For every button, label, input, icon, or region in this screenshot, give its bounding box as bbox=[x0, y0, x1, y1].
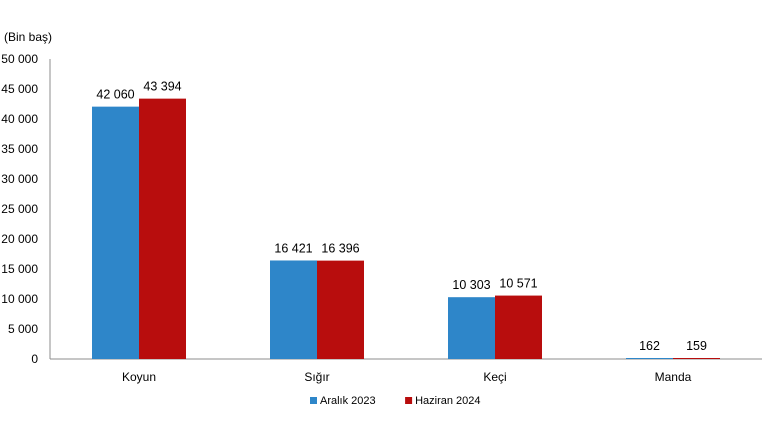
data-label: 10 571 bbox=[499, 277, 537, 291]
y-tick-label: 15 000 bbox=[1, 262, 38, 276]
bar bbox=[317, 260, 364, 359]
bar bbox=[270, 260, 317, 359]
y-tick-label: 30 000 bbox=[1, 172, 38, 186]
legend: Aralık 2023 Haziran 2024 bbox=[310, 395, 481, 407]
data-labels: 42 060 43 394 16 421 16 396 10 303 10 571 162 1… bbox=[96, 80, 707, 353]
y-tick-label: 10 000 bbox=[1, 292, 38, 306]
unit-label: (Bin baş) bbox=[4, 30, 52, 44]
bars bbox=[92, 98, 720, 360]
y-tick-label: 5 000 bbox=[8, 322, 38, 336]
data-label: 10 303 bbox=[452, 278, 490, 292]
x-tick-label: Koyun bbox=[122, 370, 156, 384]
y-tick-label: 45 000 bbox=[1, 82, 38, 96]
bar bbox=[448, 297, 495, 359]
legend-label: Aralık 2023 bbox=[320, 395, 376, 407]
y-tick-label: 40 000 bbox=[1, 112, 38, 126]
data-label: 16 421 bbox=[274, 241, 312, 255]
bar bbox=[626, 358, 673, 359]
bar bbox=[673, 358, 720, 359]
y-tick-label: 0 bbox=[31, 352, 38, 366]
x-tick-label: Sığır bbox=[304, 370, 329, 384]
x-tick-label: Keçi bbox=[483, 370, 506, 384]
legend-swatch bbox=[405, 397, 413, 404]
data-label: 159 bbox=[686, 339, 707, 353]
bar bbox=[92, 106, 139, 359]
y-axis: 0 5 000 10 000 15 000 20 000 25 000 30 000 35 0… bbox=[1, 52, 762, 366]
y-tick-label: 20 000 bbox=[1, 232, 38, 246]
y-tick-label: 25 000 bbox=[1, 202, 38, 216]
y-tick-label: 35 000 bbox=[1, 142, 38, 156]
legend-swatch bbox=[310, 397, 317, 404]
legend-label: Haziran 2024 bbox=[415, 395, 480, 407]
bar bbox=[495, 295, 542, 359]
x-tick-label: Manda bbox=[655, 370, 692, 384]
data-label: 162 bbox=[639, 339, 660, 353]
data-label: 16 396 bbox=[321, 242, 359, 256]
category-labels: Koyun Sığır Keçi Manda bbox=[122, 370, 692, 384]
data-label: 42 060 bbox=[96, 88, 134, 102]
data-label: 43 394 bbox=[143, 80, 181, 94]
bar bbox=[139, 98, 186, 360]
y-tick-label: 50 000 bbox=[1, 52, 38, 66]
